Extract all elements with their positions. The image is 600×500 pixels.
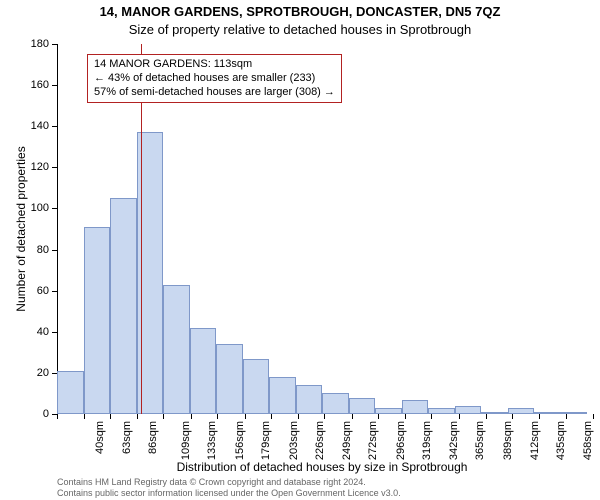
x-tick-label: 249sqm [341,421,353,460]
x-tick [84,414,85,419]
x-tick-label: 296sqm [395,421,407,460]
y-tick-label: 60 [37,285,49,297]
x-tick [137,414,138,419]
x-tick-label: 203sqm [288,421,300,460]
x-tick [217,414,218,419]
x-tick-label: 156sqm [234,421,246,460]
y-tick [52,85,57,86]
x-axis-label: Distribution of detached houses by size … [57,460,587,474]
x-tick-label: 109sqm [180,421,192,460]
x-tick-label: 365sqm [475,421,487,460]
x-tick [378,414,379,419]
chart-title: 14, MANOR GARDENS, SPROTBROUGH, DONCASTE… [0,4,600,19]
x-tick [486,414,487,419]
y-tick-label: 160 [31,79,49,91]
y-tick-label: 120 [31,161,49,173]
y-tick [52,167,57,168]
y-tick-label: 40 [37,326,49,338]
x-tick-label: 412sqm [529,421,541,460]
histogram-bar [269,377,296,414]
annotation-line: ← 43% of detached houses are smaller (23… [94,72,335,86]
x-tick [431,414,432,419]
footer-line-2: Contains public sector information licen… [57,488,401,498]
histogram-bar [163,285,190,415]
histogram-bar [84,227,111,414]
x-tick [163,414,164,419]
y-tick [52,208,57,209]
histogram-bar [402,400,429,414]
x-tick-label: 63sqm [121,421,133,454]
x-tick-label: 179sqm [260,421,272,460]
x-tick-label: 458sqm [582,421,594,460]
annotation-box: 14 MANOR GARDENS: 113sqm← 43% of detache… [87,54,342,103]
x-tick [593,414,594,419]
x-tick-label: 133sqm [206,421,218,460]
y-axis-label: Number of detached properties [14,44,28,414]
annotation-line: 57% of semi-detached houses are larger (… [94,86,335,100]
footer-line-1: Contains HM Land Registry data © Crown c… [57,477,366,487]
histogram-bar [216,344,243,414]
chart-subtitle: Size of property relative to detached ho… [0,22,600,37]
x-tick [405,414,406,419]
histogram-bar [349,398,376,414]
x-tick [191,414,192,419]
chart-container: 14, MANOR GARDENS, SPROTBROUGH, DONCASTE… [0,0,600,500]
x-tick [512,414,513,419]
histogram-bar [57,371,84,414]
histogram-bar [190,328,217,414]
y-tick-label: 180 [31,38,49,50]
x-tick [539,414,540,419]
footer-attribution: Contains HM Land Registry data © Crown c… [57,477,587,498]
x-tick [352,414,353,419]
x-tick-label: 319sqm [422,421,434,460]
x-tick [324,414,325,419]
x-tick-label: 342sqm [448,421,460,460]
y-tick [52,126,57,127]
x-tick-label: 272sqm [367,421,379,460]
x-tick [57,414,58,419]
x-tick-label: 389sqm [502,421,514,460]
annotation-line: 14 MANOR GARDENS: 113sqm [94,58,335,72]
x-tick [459,414,460,419]
y-tick-label: 100 [31,202,49,214]
histogram-bar [243,359,270,415]
histogram-bar [455,406,482,414]
y-tick [52,291,57,292]
y-axis-line [57,44,58,414]
y-tick-label: 140 [31,120,49,132]
y-tick-label: 80 [37,244,49,256]
histogram-bar [322,393,349,414]
x-tick [298,414,299,419]
plot-area: 02040608010012014016018040sqm63sqm86sqm1… [57,44,587,414]
y-tick-label: 20 [37,367,49,379]
y-tick [52,250,57,251]
x-tick [566,414,567,419]
x-tick-label: 40sqm [94,421,106,454]
y-tick-label: 0 [43,408,49,420]
histogram-bar [296,385,323,414]
y-tick [52,332,57,333]
x-tick [110,414,111,419]
x-tick [245,414,246,419]
histogram-bar [110,198,137,414]
y-tick [52,44,57,45]
histogram-bar [561,412,588,414]
x-tick-label: 226sqm [314,421,326,460]
x-tick-label: 86sqm [147,421,159,454]
x-tick-label: 435sqm [555,421,567,460]
x-tick [271,414,272,419]
